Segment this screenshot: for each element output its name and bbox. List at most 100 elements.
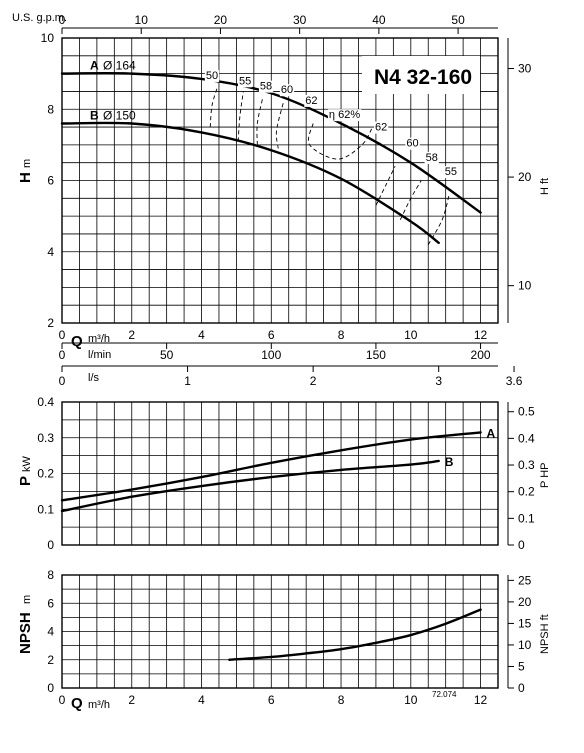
q-axis-unit-bottom: m³/h	[88, 699, 110, 711]
efficiency-label: 55	[239, 75, 251, 87]
h-axis-label: H	[17, 172, 34, 183]
head-curve-name-A: A	[90, 59, 99, 73]
head-curve-diameter-B: Ø 150	[103, 109, 136, 123]
p-hp-tick-label: 0	[518, 538, 525, 552]
npsh-ft-tick-label: 5	[518, 659, 525, 673]
ls-tick-label: 1	[184, 374, 191, 388]
npsh-axis-unit: m	[21, 595, 33, 604]
efficiency-curve	[256, 98, 264, 145]
efficiency-label-bg	[424, 151, 439, 164]
npsh-axis-label: NPSH	[17, 612, 34, 654]
efficiency-label: 62	[305, 95, 317, 107]
efficiency-label: 50	[206, 70, 218, 82]
npsh-ft-tick-label: 20	[518, 595, 532, 609]
efficiency-label-bg	[258, 80, 274, 93]
q-tick-label-top: 6	[268, 328, 275, 342]
p-tick-label: 0	[47, 538, 54, 552]
p-tick-label: 0.3	[37, 431, 54, 445]
h-ft-axis-label: H ft	[539, 178, 551, 195]
q-tick-label-top: 10	[404, 328, 418, 342]
q-tick-label-top: 12	[474, 328, 488, 342]
power-curve-A	[60, 431, 482, 502]
gpm-tick-label: 30	[293, 13, 307, 27]
q-tick-label-top: 4	[198, 328, 205, 342]
gpm-tick-label: 20	[214, 13, 228, 27]
npsh-curve	[228, 608, 482, 661]
efficiency-label-bg	[204, 69, 220, 82]
h-tick-label: 6	[47, 174, 54, 188]
q-axis-label-top: Q	[71, 333, 83, 350]
efficiency-label-bg	[237, 75, 253, 88]
npsh-ft-tick-label: 25	[518, 573, 532, 587]
p-axis-unit: kW	[21, 456, 33, 473]
head-curve-A	[60, 72, 482, 214]
efficiency-curve	[399, 180, 422, 220]
head-curve-B	[60, 121, 440, 245]
efficiency-label: 58	[426, 152, 438, 164]
ls-tick-label: 3	[435, 374, 442, 388]
gpm-tick-label: 0	[59, 13, 66, 27]
efficiency-label: 55	[445, 166, 457, 178]
npsh-tick-label: 2	[47, 653, 54, 667]
npsh-ft-axis-label: NPSH ft	[539, 614, 551, 654]
efficiency-label-bg	[374, 121, 389, 134]
q-tick-label-bottom: 4	[198, 693, 205, 707]
reference-code: 72.074	[432, 690, 457, 699]
gpm-tick-label: 10	[135, 13, 149, 27]
gpm-tick-label: 50	[451, 13, 465, 27]
efficiency-label-bg	[405, 137, 420, 150]
npsh-tick-label: 8	[47, 568, 54, 582]
q-tick-label-top: 2	[128, 328, 135, 342]
panel-frame	[61, 574, 499, 689]
efficiency-label: 60	[406, 138, 418, 150]
h-ft-tick-label: 10	[518, 279, 532, 293]
power-curve-B	[60, 459, 440, 513]
head-curve-name-B: B	[90, 109, 99, 123]
npsh-ft-tick-label: 15	[518, 616, 532, 630]
q-axis-unit-top: m³/h	[88, 333, 110, 345]
lmin-tick-label: 100	[261, 348, 281, 362]
q-tick-label-top: 8	[338, 328, 345, 342]
lmin-tick-label: 150	[366, 348, 386, 362]
power-curve-name-A: A	[487, 426, 496, 440]
p-hp-axis-label: P HP	[539, 463, 551, 488]
q-tick-label-bottom: 2	[128, 693, 135, 707]
efficiency-label: 60	[281, 84, 293, 96]
h-tick-label: 8	[47, 102, 54, 116]
q-tick-label-bottom: 0	[59, 693, 66, 707]
ls-axis-label: l/s	[88, 372, 100, 384]
efficiency-curve	[307, 123, 373, 160]
h-ft-tick-label: 20	[518, 170, 532, 184]
efficiency-label-bg	[443, 166, 459, 179]
efficiency-label: η 62%	[329, 109, 360, 121]
q-tick-label-bottom: 6	[268, 693, 275, 707]
ls-tick-label: 2	[310, 374, 317, 388]
npsh-tick-label: 4	[47, 625, 54, 639]
efficiency-curve	[375, 166, 396, 206]
p-tick-label: 0.2	[37, 467, 54, 481]
head-curve-diameter-A: Ø 164	[103, 59, 136, 73]
q-axis-label-bottom: Q	[71, 695, 83, 712]
p-hp-tick-label: 0.4	[518, 431, 535, 445]
efficiency-label: 62	[375, 122, 387, 134]
lmin-tick-label: 200	[471, 348, 491, 362]
efficiency-label-bg	[327, 109, 362, 122]
h-tick-label: 10	[41, 31, 55, 45]
efficiency-curve	[237, 91, 244, 142]
efficiency-curve	[209, 87, 218, 128]
h-axis-unit: m	[21, 159, 33, 168]
p-hp-tick-label: 0.2	[518, 485, 535, 499]
h-ft-tick-label: 30	[518, 61, 532, 75]
npsh-ft-tick-label: 10	[518, 638, 532, 652]
ls-tick-label: 3.6	[506, 374, 523, 388]
npsh-ft-tick-label: 0	[518, 681, 525, 695]
q-tick-label-bottom: 12	[474, 693, 488, 707]
h-tick-label: 4	[47, 245, 54, 259]
p-tick-label: 0.1	[37, 502, 54, 516]
title-box	[362, 56, 480, 94]
efficiency-label-bg	[279, 84, 295, 97]
q-tick-label-bottom: 8	[338, 693, 345, 707]
chart-title: N4 32-160	[374, 66, 472, 89]
